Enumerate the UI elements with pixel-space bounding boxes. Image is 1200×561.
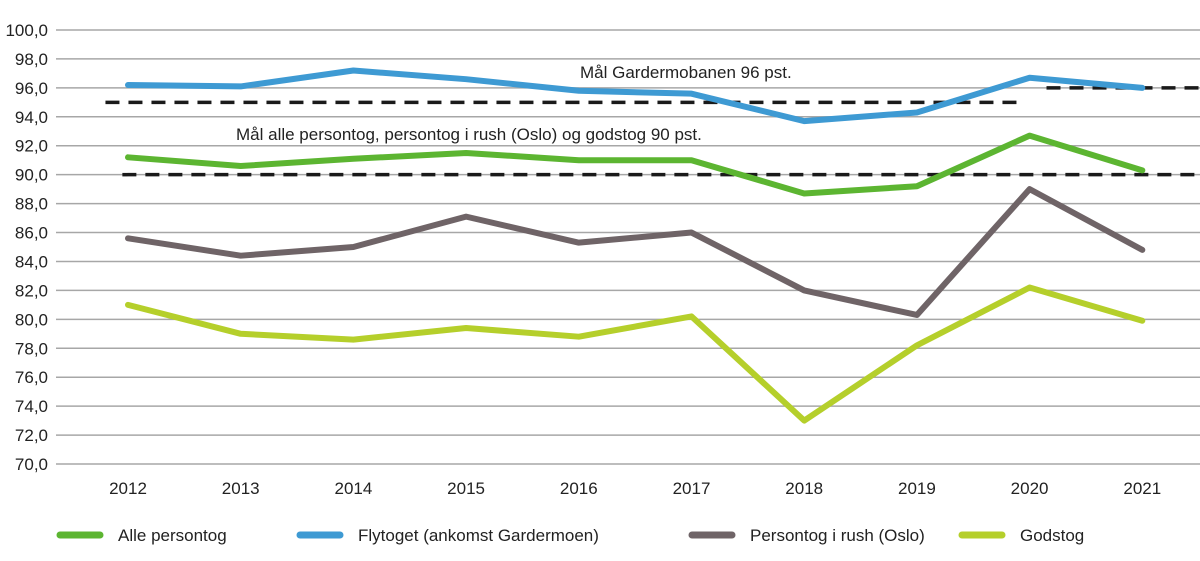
legend-item: Flytoget (ankomst Gardermoen) — [296, 526, 599, 545]
y-tick-label: 96,0 — [15, 79, 48, 98]
legend-label: Flytoget (ankomst Gardermoen) — [358, 526, 599, 545]
series-line-0 — [125, 132, 1146, 197]
legend: Alle persontog Flytoget (ankomst Gardermo… — [56, 526, 1084, 545]
y-tick-label: 74,0 — [15, 397, 48, 416]
x-tick-label: 2013 — [222, 479, 260, 498]
y-tick-label: 84,0 — [15, 252, 48, 271]
y-tick-label: 98,0 — [15, 50, 48, 69]
gridlines — [56, 29, 1200, 465]
y-tick-label: 90,0 — [15, 166, 48, 185]
legend-item: Persontog i rush (Oslo) — [688, 526, 925, 545]
x-tick-label: 2014 — [334, 479, 372, 498]
x-tick-label: 2020 — [1011, 479, 1049, 498]
y-tick-label: 82,0 — [15, 281, 48, 300]
y-tick-label: 72,0 — [15, 426, 48, 445]
legend-label: Godstog — [1020, 526, 1084, 545]
y-tick-label: 78,0 — [15, 339, 48, 358]
legend-item: Alle persontog — [56, 526, 227, 545]
y-tick-label: 86,0 — [15, 224, 48, 243]
series-line-1 — [125, 67, 1146, 125]
series-line-2 — [125, 186, 1146, 318]
series-line-3 — [125, 284, 1146, 424]
legend-label: Alle persontog — [118, 526, 227, 545]
y-axis-ticks: 70,0 72,0 74,0 76,0 78,0 80,0 82,0 84,0 86,0 88,0… — [5, 21, 48, 474]
series-lines — [125, 67, 1146, 424]
x-tick-label: 2015 — [447, 479, 485, 498]
x-tick-label: 2021 — [1123, 479, 1161, 498]
x-axis-ticks: 2012 2013 2014 2015 2016 2017 2018 2019 2020 2021 — [109, 479, 1161, 498]
legend-label: Persontog i rush (Oslo) — [750, 526, 925, 545]
annotation-all-trains: Mål alle persontog, persontog i rush (Os… — [236, 125, 702, 144]
x-tick-label: 2017 — [673, 479, 711, 498]
y-tick-label: 80,0 — [15, 310, 48, 329]
y-tick-label: 88,0 — [15, 195, 48, 214]
x-tick-label: 2016 — [560, 479, 598, 498]
y-tick-label: 70,0 — [15, 455, 48, 474]
y-tick-label: 76,0 — [15, 368, 48, 387]
y-tick-label: 94,0 — [15, 108, 48, 127]
annotation-gardermobanen: Mål Gardermobanen 96 pst. — [580, 63, 792, 82]
legend-item: Godstog — [958, 526, 1084, 545]
x-tick-label: 2019 — [898, 479, 936, 498]
x-tick-label: 2012 — [109, 479, 147, 498]
x-tick-label: 2018 — [785, 479, 823, 498]
y-tick-label: 100,0 — [5, 21, 48, 40]
y-tick-label: 92,0 — [15, 137, 48, 156]
